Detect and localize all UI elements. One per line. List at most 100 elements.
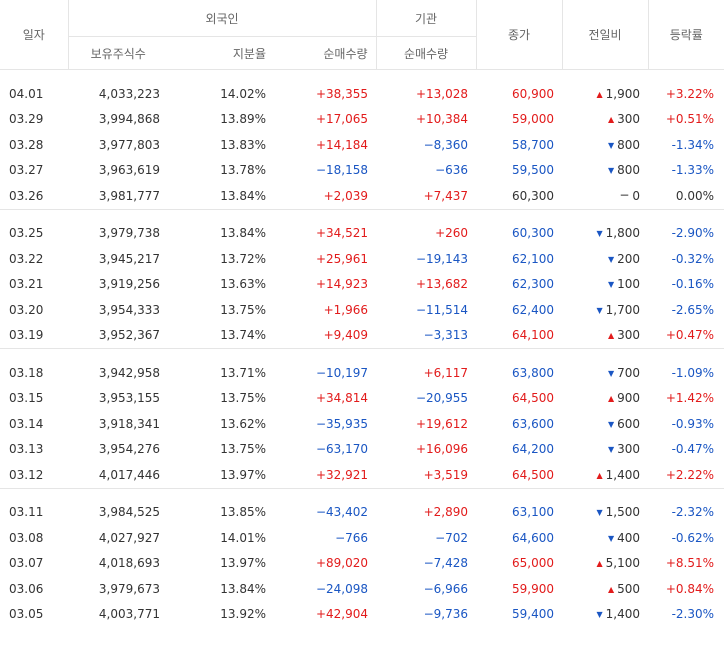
row-change: ▼ 300 [562, 437, 648, 463]
row-date: 03.08 [9, 530, 44, 545]
change-value: 500 [617, 581, 641, 596]
row-share: 13.84% [220, 188, 266, 203]
row-change: ▼ 200 [562, 246, 648, 272]
row-close: 63,100 [512, 505, 555, 520]
down-triangle-icon: ▼ [607, 280, 615, 290]
row-date: 03.28 [9, 137, 44, 152]
row-inst-net: −702 [435, 530, 469, 545]
row-date: 03.29 [9, 112, 44, 127]
row-share: 13.74% [220, 328, 266, 343]
row-change: ▲ 300 [562, 107, 648, 133]
change-value: 300 [617, 442, 641, 457]
row-close: 64,600 [512, 530, 555, 545]
up-triangle-icon: ▲ [607, 115, 615, 125]
row-close: 59,900 [512, 581, 555, 596]
down-triangle-icon: ▼ [607, 368, 615, 378]
up-triangle-icon: ▲ [596, 89, 603, 99]
row-share: 13.97% [220, 556, 266, 571]
row-inst-net: −3,313 [423, 328, 469, 343]
row-close: 64,500 [512, 467, 555, 482]
row-date: 03.12 [9, 467, 44, 482]
row-close: 65,000 [512, 556, 555, 571]
row-date: 04.01 [9, 86, 44, 101]
row-change: −0 [562, 183, 648, 209]
change-value: 1,400 [605, 607, 641, 622]
header-rate: 등락률 [647, 0, 724, 70]
group-separator [0, 348, 724, 360]
row-holdings: 3,979,738 [98, 226, 160, 241]
row-date: 03.26 [9, 188, 44, 203]
table-row: 03.22 3,945,217 13.72% +25,961 −19,143 62,100… [0, 246, 724, 272]
row-foreign-net: +14,923 [315, 277, 369, 292]
row-close: 59,500 [512, 163, 555, 178]
header-share: 지분율 [168, 36, 272, 70]
row-share: 13.75% [220, 302, 266, 317]
row-rate: +0.84% [665, 581, 715, 596]
change-value: 1,500 [605, 505, 641, 520]
group-separator [0, 70, 724, 82]
row-close: 60,300 [512, 226, 555, 241]
header-institution: 기관 [375, 0, 477, 37]
row-foreign-net: +25,961 [315, 251, 369, 266]
change-value: 400 [617, 530, 641, 545]
table-row: 03.20 3,954,333 13.75% +1,966 −11,514 62,400 ▼… [0, 297, 724, 323]
row-change: ▼ 400 [562, 525, 648, 551]
table-row: 03.11 3,984,525 13.85% −43,402 +2,890 63,100 ▼… [0, 500, 724, 526]
up-triangle-icon: ▲ [607, 331, 615, 341]
row-share: 13.85% [220, 505, 266, 520]
header-inst-net: 순매수량 [375, 36, 477, 70]
table-row: 03.06 3,979,673 13.84% −24,098 −6,966 59,900 ▲… [0, 576, 724, 602]
row-foreign-net: −63,170 [315, 442, 369, 457]
row-change: ▼ 1,400 [562, 602, 648, 628]
row-change: ▲ 300 [562, 323, 648, 349]
row-holdings: 4,033,223 [98, 86, 160, 101]
row-holdings: 3,981,777 [98, 188, 160, 203]
row-rate: -0.93% [671, 416, 715, 431]
row-rate: +0.51% [665, 112, 715, 127]
row-close: 60,300 [512, 188, 555, 203]
row-share: 13.84% [220, 226, 266, 241]
row-foreign-net: −24,098 [315, 581, 369, 596]
row-rate: -0.62% [671, 530, 715, 545]
change-value: 200 [617, 251, 641, 266]
header-change: 전일비 [561, 0, 649, 70]
row-close: 58,700 [512, 137, 555, 152]
separator-cell [0, 348, 724, 360]
table-row: 03.13 3,954,276 13.75% −63,170 +16,096 64,200… [0, 437, 724, 463]
row-share: 13.89% [220, 112, 266, 127]
row-holdings: 3,953,155 [98, 391, 160, 406]
row-close: 63,800 [512, 365, 555, 380]
row-date: 03.15 [9, 391, 44, 406]
table-row: 03.27 3,963,619 13.78% −18,158 −636 59,500 ▼ 80… [0, 158, 724, 184]
row-inst-net: −9,736 [423, 607, 469, 622]
header-holdings: 보유주식수 [67, 36, 168, 70]
row-change: ▼ 1,700 [562, 297, 648, 323]
table-row: 03.28 3,977,803 13.83% +14,184 −8,360 58,700 ▼… [0, 132, 724, 158]
row-share: 13.63% [220, 277, 266, 292]
row-rate: -1.34% [671, 137, 715, 152]
row-close: 59,000 [512, 112, 555, 127]
row-inst-net: −11,514 [415, 302, 469, 317]
row-close: 62,300 [512, 277, 555, 292]
row-inst-net: −19,143 [415, 251, 469, 266]
row-close: 62,100 [512, 251, 555, 266]
row-foreign-net: −35,935 [315, 416, 369, 431]
row-close: 63,600 [512, 416, 555, 431]
row-inst-net: −20,955 [415, 391, 469, 406]
row-date: 03.07 [9, 556, 44, 571]
row-date: 03.19 [9, 328, 44, 343]
table-row: 03.19 3,952,367 13.74% +9,409 −3,313 64,100 ▲ 3… [0, 323, 724, 349]
row-rate: -1.33% [671, 163, 715, 178]
row-change: ▼ 700 [562, 360, 648, 386]
row-foreign-net: +34,814 [315, 391, 369, 406]
table-body: 04.01 4,033,223 14.02% +38,355 +13,028 60,900… [0, 70, 724, 628]
row-date: 03.06 [9, 581, 44, 596]
row-holdings: 4,017,446 [98, 467, 160, 482]
dash-icon: − [619, 188, 630, 203]
row-rate: -2.90% [671, 226, 715, 241]
row-foreign-net: +42,904 [315, 607, 369, 622]
row-holdings: 3,918,341 [98, 416, 160, 431]
change-value: 900 [617, 391, 641, 406]
row-change: ▼ 1,800 [562, 221, 648, 247]
separator-cell [0, 208, 724, 221]
